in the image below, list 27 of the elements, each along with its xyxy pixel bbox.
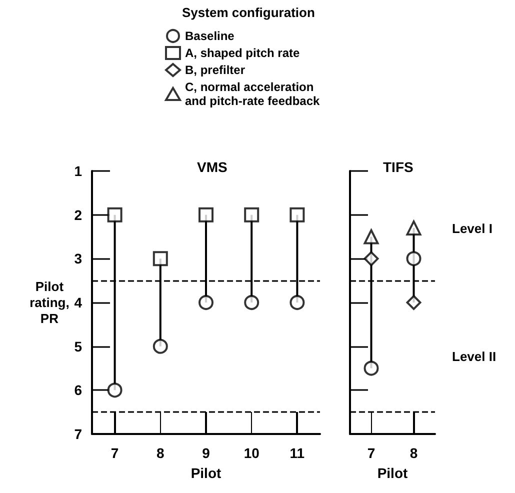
y-tick-label: 5: [74, 338, 82, 354]
x-tick-label: 8: [156, 445, 164, 461]
y-tick-label: 3: [74, 250, 82, 267]
text: Level II: [452, 349, 496, 364]
y-tick-label: 1: [74, 163, 82, 179]
y-tick-label: 6: [74, 382, 82, 398]
y-tick-label: 4: [74, 294, 82, 310]
text: Level I: [452, 221, 492, 236]
y-tick-label: 2: [74, 206, 82, 223]
legend-label: A, shaped pitch rate: [185, 46, 300, 60]
x-axis-title: Pilot: [377, 465, 408, 481]
text: rating, PR: [30, 295, 70, 326]
x-tick-label: 7: [110, 445, 119, 461]
y-tick-label: 7: [74, 426, 82, 442]
legend-label: B, prefilter: [185, 63, 246, 77]
legend-label: Baseline: [185, 29, 235, 43]
x-tick-label: 9: [202, 445, 210, 461]
x-tick-label: 7: [367, 445, 376, 461]
chart-title: VMS: [197, 159, 228, 175]
x-tick-label: 10: [244, 445, 260, 461]
x-axis-title: Pilot: [35, 279, 64, 294]
legend-label: C, normal acceleration and pitch-rate feedback: [185, 80, 320, 108]
x-tick-label: 8: [410, 445, 418, 461]
legend-title: System configuration: [182, 5, 315, 20]
chart-title: TIFS: [383, 159, 414, 175]
x-tick-label: 11: [290, 445, 305, 461]
text: Pilot: [190, 465, 222, 481]
